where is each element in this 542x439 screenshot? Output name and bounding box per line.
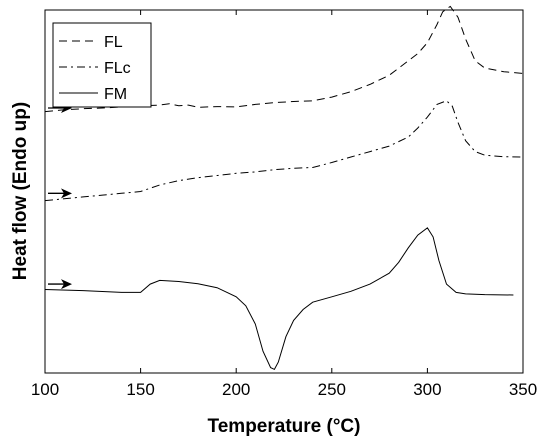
x-tick-label: 200	[222, 380, 250, 399]
x-tick-label: 250	[318, 380, 346, 399]
arrow-icon-flc	[48, 188, 72, 199]
legend-label-fm: FM	[104, 86, 127, 103]
legend-box	[52, 22, 152, 108]
series-line-flc	[44, 100, 524, 202]
arrow-layer	[48, 103, 72, 290]
legend: FL FLc FM	[52, 22, 152, 108]
y-axis-title: Heat flow (Endo up)	[10, 102, 31, 280]
tick-layer: 100 150 200 250 300 350	[31, 10, 537, 399]
legend-label-flc: FLc	[104, 60, 131, 77]
x-tick-label: 350	[509, 380, 537, 399]
arrow-icon-fm	[48, 279, 72, 290]
legend-label-fl: FL	[104, 34, 123, 51]
series-line-fm	[44, 227, 514, 371]
x-tick-label: 100	[31, 380, 59, 399]
x-tick-label: 300	[413, 380, 441, 399]
x-axis-title: Temperature (°C)	[208, 416, 361, 437]
x-tick-label: 150	[126, 380, 154, 399]
